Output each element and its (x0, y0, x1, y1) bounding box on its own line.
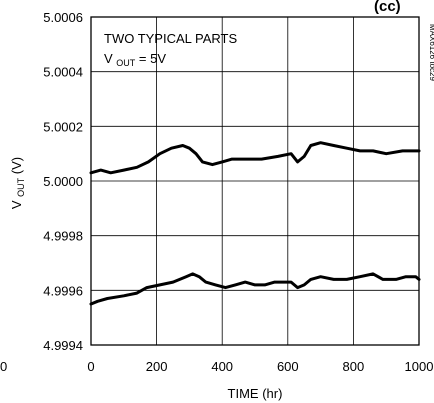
annotation-line-1: TWO TYPICAL PARTS (104, 31, 237, 46)
y-tick-label: 5.0000 (43, 174, 83, 189)
x-tick-label: 600 (277, 359, 299, 374)
y-axis-label-main: V (9, 200, 24, 209)
y-axis-label: V OUT (V) (9, 157, 27, 209)
y-tick-label: 5.0006 (43, 10, 83, 25)
tick-labels: 0 200 400 600 800 1000 4.9994 4.9996 4.9998 5.000… (43, 10, 433, 374)
annotation-vout-rest: = 5V (139, 51, 166, 66)
figure-id: MAX6126 toc29 (428, 24, 434, 81)
series-line-2 (89, 272, 421, 306)
annotation-vout-sub: OUT (116, 58, 136, 68)
y-tick-label: 4.9996 (43, 283, 83, 298)
y-tick-label: 4.9998 (43, 229, 83, 244)
x-tick-label: 0 (87, 359, 94, 374)
plot-frame (90, 16, 420, 346)
x-tick-label: 800 (343, 359, 365, 374)
y-axis-label-sub: OUT (16, 177, 26, 197)
x-tick-label: 200 (146, 359, 168, 374)
series-lines (89, 141, 421, 306)
y-tick-label: 5.0002 (43, 119, 83, 134)
y-axis-label-unit: (V) (9, 157, 24, 174)
x-tick-label: 400 (211, 359, 233, 374)
y-tick-label: 4.9994 (43, 338, 83, 353)
x-tick-label: 1000 (405, 359, 434, 374)
x-axis-label: TIME (hr) (228, 386, 283, 401)
series-line-1 (89, 141, 421, 175)
y-tick-label: 5.0004 (43, 65, 83, 80)
left-edge-fragment: 0 (0, 359, 7, 374)
grid-lines (91, 17, 419, 345)
chart-title: (cc) (374, 0, 401, 15)
annotation-line-2: V OUT = 5V (104, 51, 166, 69)
annotation-vout-main: V (104, 51, 113, 66)
